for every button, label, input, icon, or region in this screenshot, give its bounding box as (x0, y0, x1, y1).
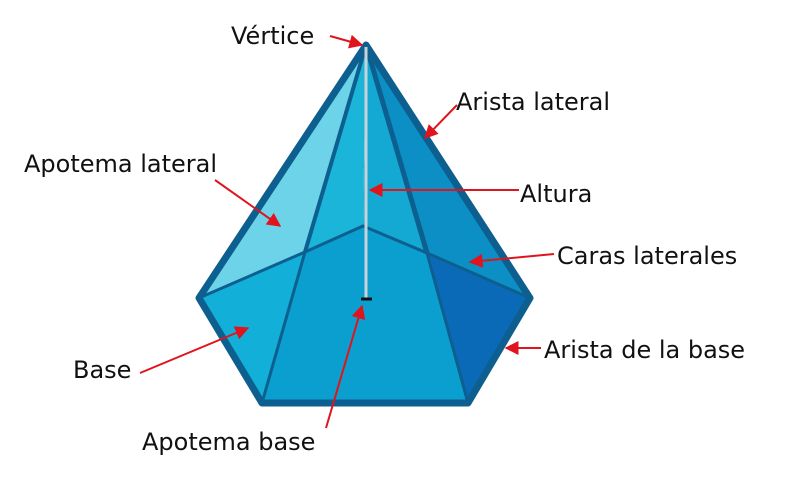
arrows (139, 34, 555, 429)
arrow-lateral-edge (424, 104, 458, 140)
label-lateral-apothem: Apotema lateral (24, 150, 217, 178)
label-height: Altura (520, 180, 592, 208)
base-left-region (199, 252, 305, 403)
arrow-lateral-faces (468, 253, 555, 268)
arrow-base (139, 326, 250, 374)
label-base: Base (73, 356, 131, 384)
labels: Vértice Arista lateral Apotema lateral A… (24, 22, 745, 456)
label-base-apothem: Apotema base (142, 428, 315, 456)
arrow-vertex (329, 34, 364, 49)
pyramid (195, 41, 534, 407)
arrow-base-apothem (325, 304, 366, 429)
base-right-dark-region (427, 253, 530, 403)
arrow-lateral-apothem (214, 179, 282, 227)
pyramid-edges (195, 41, 534, 407)
label-vertex: Vértice (231, 22, 314, 50)
label-lateral-faces: Caras laterales (557, 242, 737, 270)
label-base-edge: Arista de la base (544, 336, 745, 364)
label-lateral-edge: Arista lateral (456, 88, 610, 116)
